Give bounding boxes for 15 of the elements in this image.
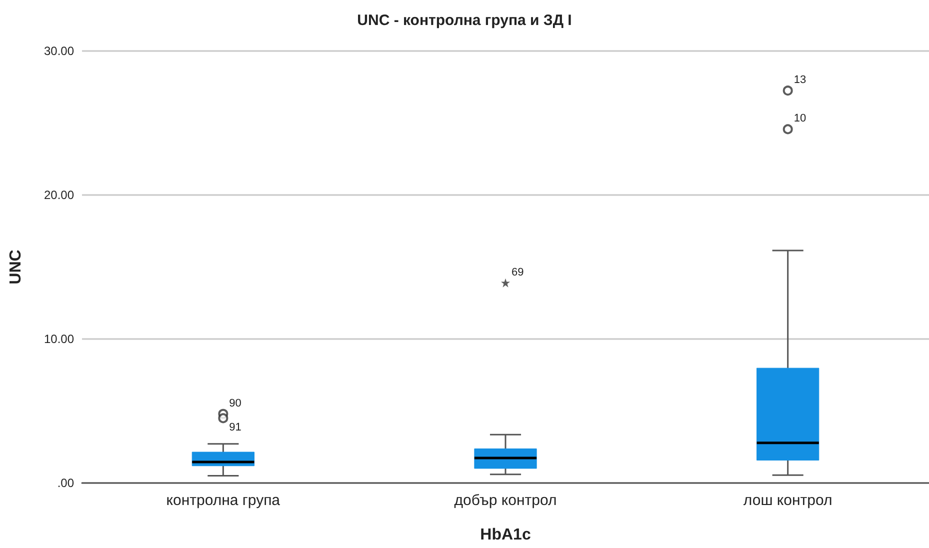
y-tick-label: 30.00: [44, 44, 74, 58]
x-axis-title: HbA1c: [480, 526, 531, 544]
annotation: 90: [229, 397, 242, 410]
chart-title: UNC - контролна група и ЗД I: [357, 12, 572, 29]
annotation: 10: [794, 112, 806, 125]
y-tick-label: 10.00: [44, 332, 74, 346]
y-axis-title: UNC: [8, 249, 24, 284]
x-tick-label: контролна група: [166, 492, 281, 509]
x-tick-label: добър контрол: [454, 492, 557, 509]
y-tick-label: .00: [57, 476, 74, 490]
y-tick-label: 20.00: [44, 188, 74, 202]
annotation: 91: [229, 422, 242, 434]
annotation: 13: [794, 74, 806, 86]
x-tick-label: лош контрол: [743, 492, 832, 509]
annotation: 69: [512, 266, 524, 278]
